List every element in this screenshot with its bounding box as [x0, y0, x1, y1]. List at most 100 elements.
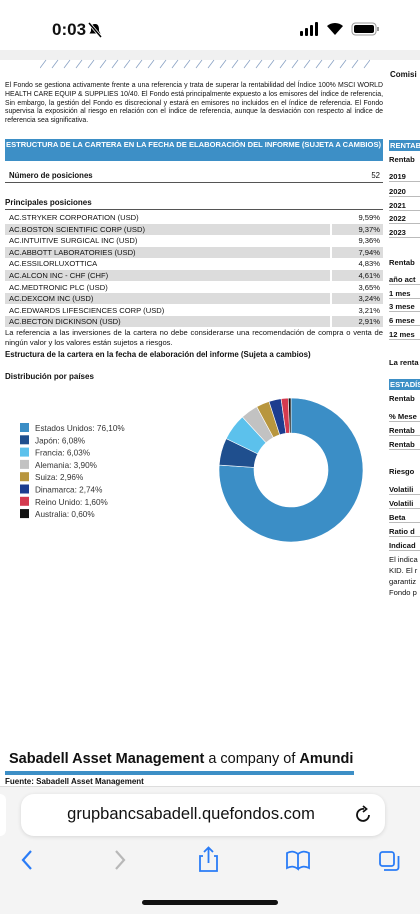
position-name: AC.INTUITIVE SURGICAL INC (USD): [9, 236, 138, 246]
cut-text: 12 mes: [389, 330, 420, 340]
brand: Sabadell Asset Management: [9, 751, 205, 767]
legend-swatch: [20, 472, 29, 482]
url[interactable]: grupbancsabadell.quefondos.com: [67, 805, 315, 823]
position-row: AC.MEDTRONIC PLC (USD) 3,65%: [5, 281, 383, 293]
cut-text: 3 mese: [389, 302, 420, 312]
page-gap: [0, 50, 420, 60]
tabs-button[interactable]: [379, 851, 400, 871]
position-weight: 4,61%: [358, 271, 380, 280]
rule: [5, 209, 383, 210]
position-name: AC.BOSTON SCIENTIFIC CORP (USD): [9, 224, 145, 234]
brand-connector: a company of: [208, 751, 296, 767]
footer-rule: [5, 771, 354, 775]
tab-edge: [0, 794, 6, 836]
cut-text: Rentab: [389, 440, 420, 450]
cut-text: Rentab: [389, 426, 420, 436]
cut-text: Ratio d: [389, 527, 420, 537]
position-weight: 2,91%: [358, 317, 380, 327]
cut-text: 6 mese: [389, 316, 420, 326]
position-row: AC.STRYKER CORPORATION (USD) 9,59%: [5, 212, 383, 223]
cut-text: Volatili: [389, 499, 420, 509]
legend-swatch: [20, 435, 29, 445]
position-row: AC.ESSILORLUXOTTICA 4,83%: [5, 258, 383, 270]
cut-text: El indica: [389, 555, 418, 564]
share-button[interactable]: [199, 846, 218, 872]
position-name: AC.STRYKER CORPORATION (USD): [9, 213, 139, 222]
position-row: AC.INTUITIVE SURGICAL INC (USD) 9,36%: [5, 235, 383, 247]
cut-text: % Mese: [389, 412, 420, 422]
position-row: AC.ALCON INC - CHF (CHF) 4,61%: [5, 270, 383, 281]
section-header: ESTRUCTURA DE LA CARTERA EN LA FECHA DE …: [5, 139, 383, 161]
position-weight: 3,21%: [358, 305, 380, 315]
position-weight: 4,83%: [358, 259, 380, 269]
status-icons: [300, 22, 379, 36]
legend-label: Estados Unidos: 76,10%: [35, 424, 125, 433]
address-bar[interactable]: [21, 794, 385, 836]
cut-text: 2020: [389, 187, 420, 197]
parent-brand: Amundi: [299, 751, 354, 767]
legend-label: Francia: 6,03%: [35, 449, 90, 458]
donut-slice: [218, 397, 364, 543]
legend-swatch: [20, 447, 29, 457]
cut-text: ESTADÍS: [389, 379, 420, 390]
positions-title: Principales posiciones: [5, 198, 92, 207]
legend-swatch: [20, 509, 29, 519]
legend-label: Reino Unido: 1,60%: [35, 498, 108, 507]
axis-fragment: [40, 59, 370, 69]
forward-button[interactable]: [115, 850, 126, 870]
legend-label: Suiza: 2,96%: [35, 473, 83, 482]
country-chart: Estados Unidos: 76,10% Japón: 6,08% Franci…: [20, 397, 364, 543]
column-separator: [330, 258, 332, 270]
back-button[interactable]: [21, 850, 32, 870]
legend-swatch: [20, 459, 29, 469]
position-row: AC.BECTON DICKINSON (USD) 2,91%: [5, 316, 383, 328]
column-separator: [330, 270, 332, 281]
silent-icon: [88, 22, 102, 38]
legend-swatch: [20, 423, 29, 432]
cut-text: 2022: [389, 214, 420, 224]
fund-description: El Fondo se gestiona activamente frente …: [5, 82, 383, 125]
cut-text: garantiz: [389, 577, 417, 586]
position-name: AC.ALCON INC - CHF (CHF): [9, 271, 109, 280]
position-weight: 3,24%: [358, 294, 380, 304]
position-name: AC.EDWARDS LIFESCIENCES CORP (USD): [9, 305, 165, 315]
position-row: AC.EDWARDS LIFESCIENCES CORP (USD) 3,21%: [5, 304, 383, 316]
cut-text: 1 mes: [389, 289, 420, 299]
cut-text: La renta: [389, 358, 419, 367]
column-separator: [330, 281, 332, 293]
position-name: AC.MEDTRONIC PLC (USD): [9, 282, 108, 292]
position-weight: 9,37%: [358, 224, 380, 234]
position-weight: 9,36%: [358, 236, 380, 246]
source: Fuente: Sabadell Asset Management: [5, 777, 144, 786]
disclaimer: La referencia a las inversiones de la ca…: [5, 328, 383, 347]
cut-text: Volatili: [389, 485, 420, 495]
column-separator: [330, 223, 332, 235]
position-weight: 9,59%: [358, 213, 380, 222]
column-separator: [330, 246, 332, 258]
rule: [5, 182, 383, 183]
position-name: AC.ESSILORLUXOTTICA: [9, 259, 98, 269]
cut-text: Fondo p: [389, 588, 417, 597]
cut-text: 2023: [389, 228, 420, 238]
position-row: AC.ABBOTT LABORATORIES (USD) 7,94%: [5, 246, 383, 258]
legend-label: Alemania: 3,90%: [35, 461, 97, 470]
position-weight: 7,94%: [358, 247, 380, 257]
toolbar: [21, 846, 400, 872]
legend-label: Dinamarca: 2,74%: [35, 486, 102, 495]
cut-text: 2019: [389, 172, 420, 182]
cut-text: Rentab: [389, 155, 415, 164]
column-separator: [330, 304, 332, 316]
bookmarks-button[interactable]: [286, 850, 310, 871]
column-separator: [330, 212, 332, 223]
positions-count: 52: [371, 171, 380, 180]
cut-text: Riesgo: [389, 467, 415, 476]
cut-text: Rentab: [389, 394, 415, 403]
column-separator: [330, 235, 332, 247]
cut-text: KID. El r: [389, 566, 418, 575]
time: 0:03: [52, 20, 87, 39]
reload-button[interactable]: [355, 805, 373, 825]
column-separator: [330, 293, 332, 305]
cut-text: año act: [389, 275, 420, 285]
legend-label: Australia: 0,60%: [35, 510, 95, 519]
